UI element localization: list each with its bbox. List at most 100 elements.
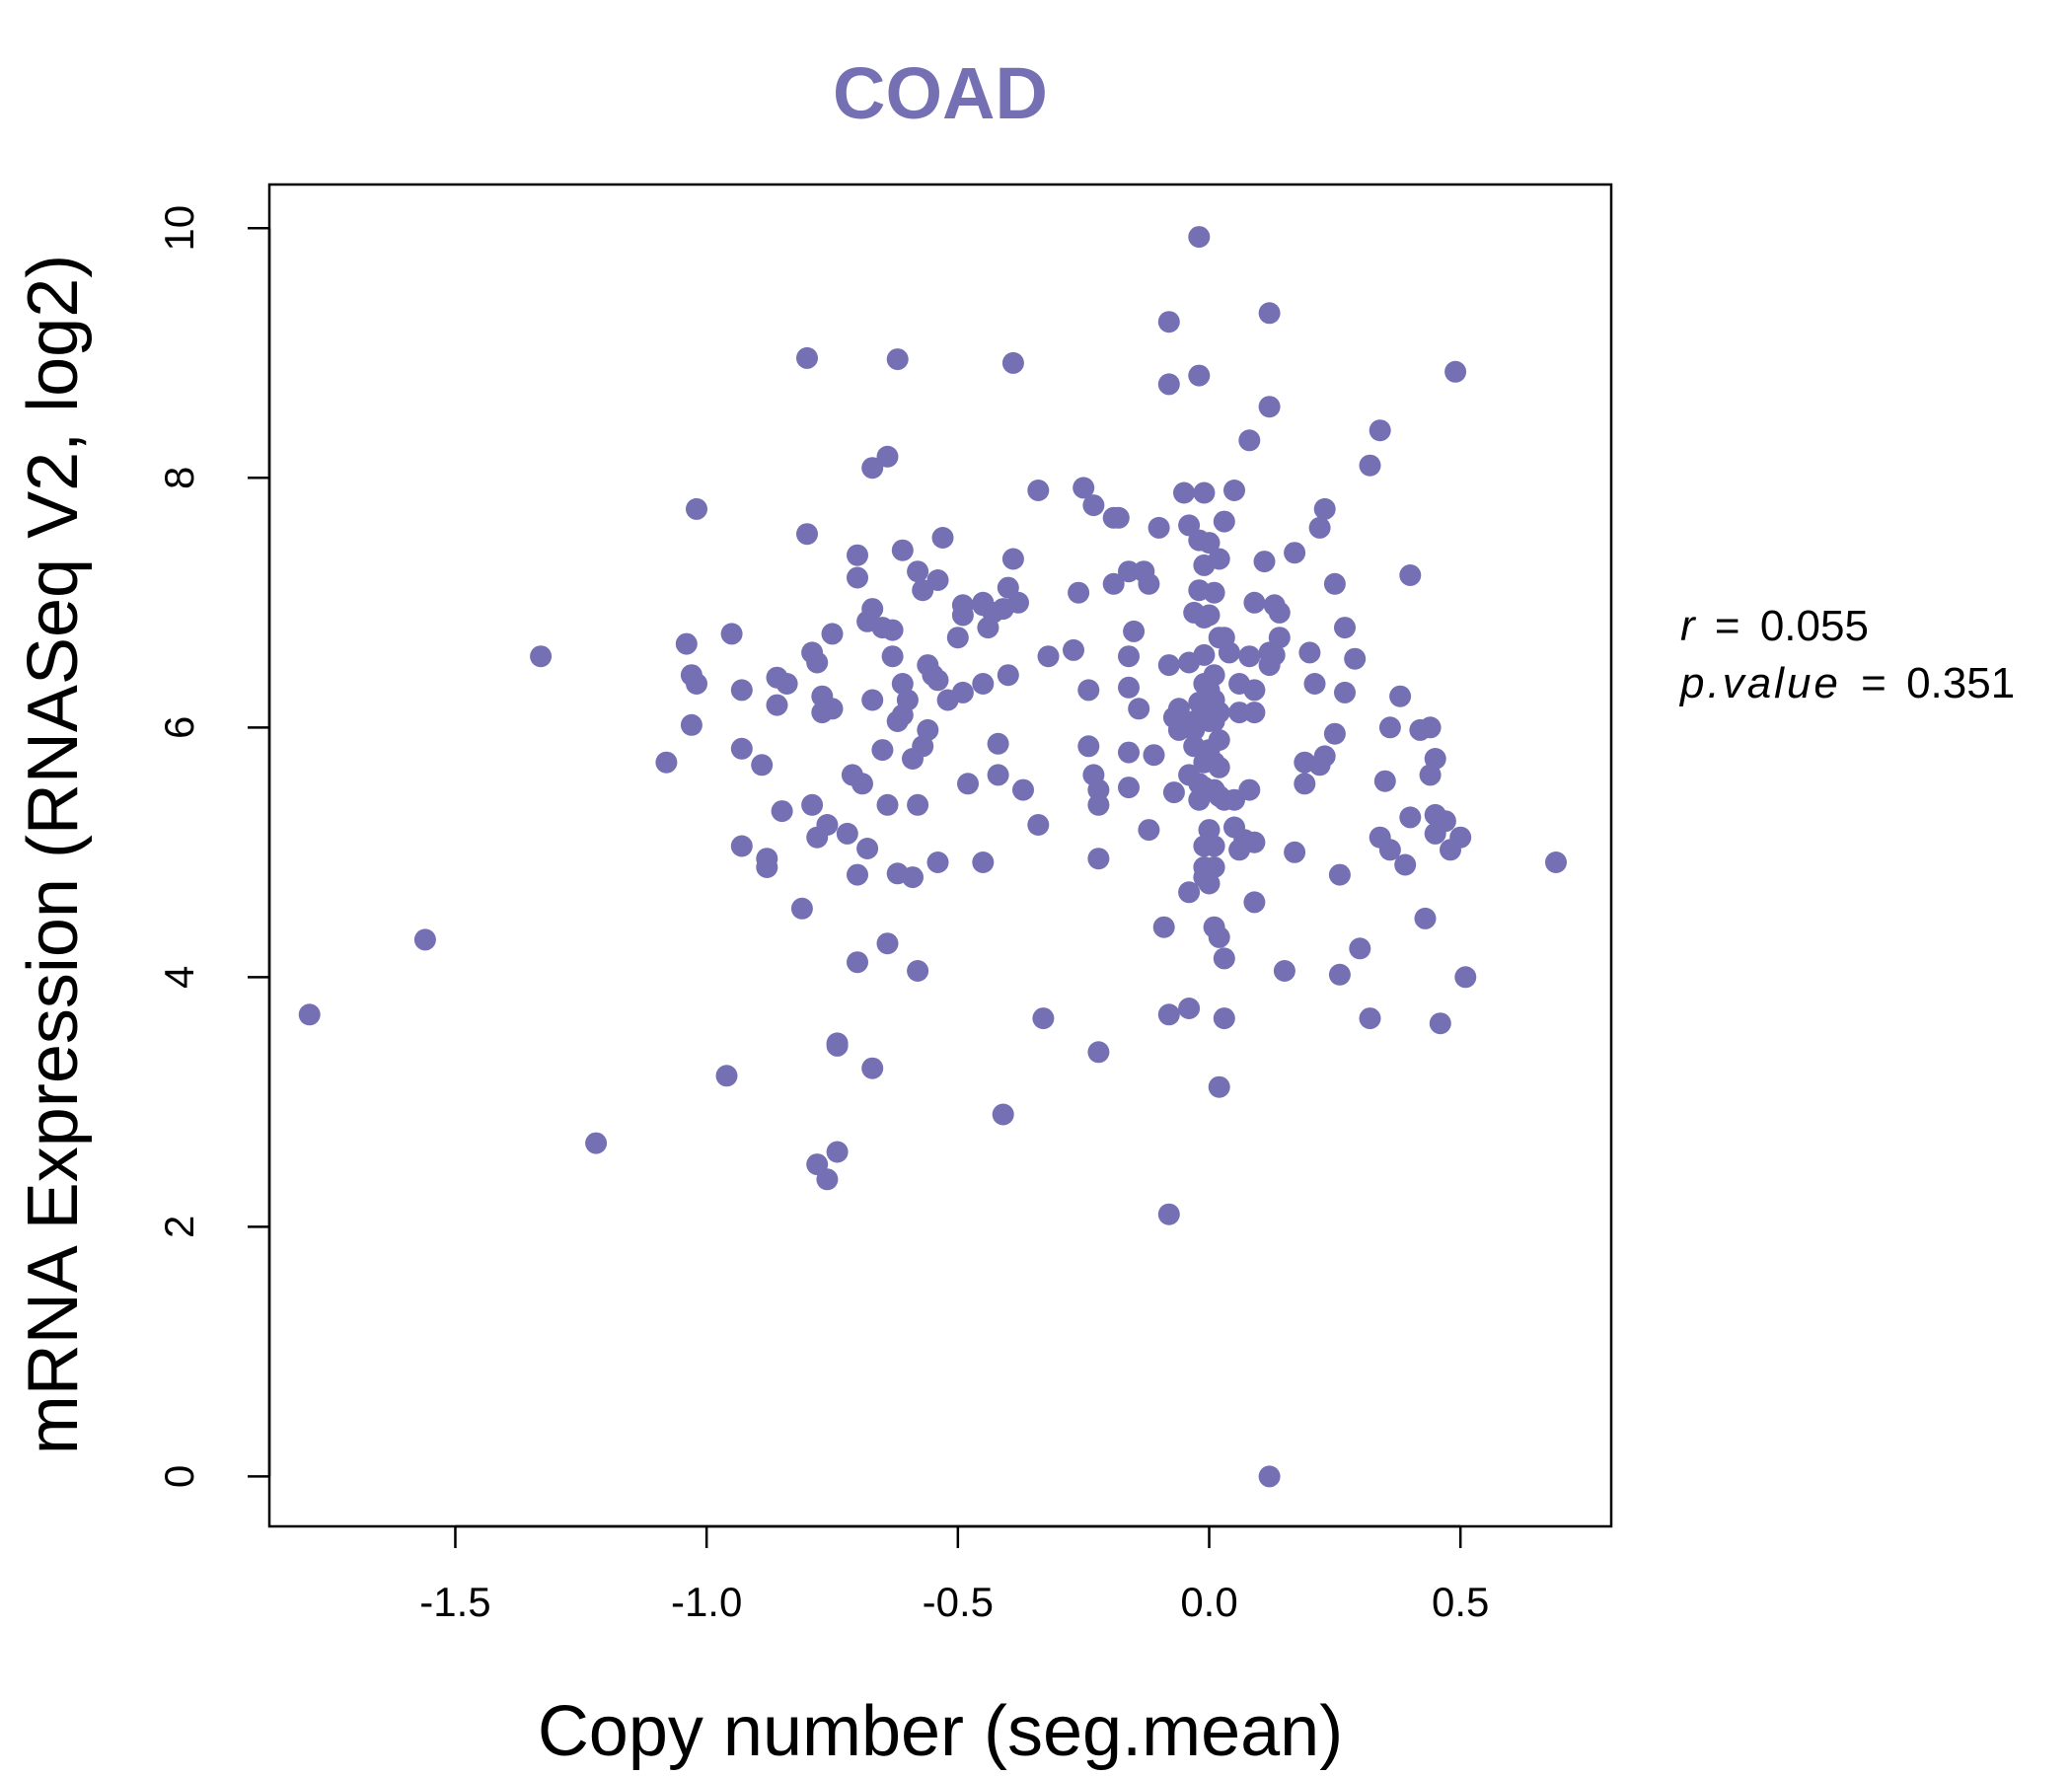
p-value-label: p.value [1678,659,1841,707]
data-point [1107,506,1130,529]
data-point [1378,839,1401,861]
data-point [847,863,868,886]
data-point [1193,643,1216,666]
data-point [886,348,909,371]
x-axis: -1.5 -1.0 -0.5 0.0 0.5 [419,1524,1489,1625]
data-point [957,773,979,795]
data-point [1258,396,1281,418]
data-point [1118,645,1140,668]
data-point [686,673,707,695]
data-point [1037,645,1060,668]
data-point [1253,551,1276,573]
data-point [881,619,904,641]
data-point [1359,1007,1381,1030]
data-point [1419,716,1442,739]
data-point [836,822,858,845]
data-point [675,632,698,655]
data-point [771,800,793,823]
data-point [816,1168,839,1191]
data-point [1273,960,1295,982]
data-point [871,739,894,762]
data-point [1334,681,1356,703]
x-axis-label: Copy number (seg.mean) [538,1692,1343,1771]
data-point [1082,494,1105,517]
p-value-equals: = [1861,659,1887,707]
data-point [1203,664,1225,687]
data-point [1399,806,1422,829]
x-tick-label: 0.5 [1432,1579,1489,1625]
data-point [413,928,436,951]
data-point [1369,419,1391,442]
data-point [1063,638,1084,661]
data-point [1203,835,1225,857]
data-point [1198,872,1221,895]
data-point [926,851,949,873]
data-point [1203,581,1225,604]
data-point [1429,1012,1451,1035]
data-point [826,1141,849,1163]
data-point [907,960,929,982]
data-point [1157,654,1180,677]
data-point [680,713,703,736]
data-point [1087,793,1110,816]
data-point [926,569,949,591]
data-point [1243,591,1266,614]
data-point [951,604,974,627]
data-point [1449,826,1472,849]
data-point [816,814,839,836]
data-point [1349,937,1371,960]
data-point [1298,641,1321,664]
data-point [686,497,707,520]
data-point [1238,429,1261,452]
data-point [1303,673,1326,695]
x-tick-label: 0.0 [1180,1579,1237,1625]
data-point [730,679,753,702]
r-equals: = [1715,602,1740,650]
data-point [1208,702,1230,724]
data-point [1284,841,1306,863]
data-point [1173,481,1195,504]
data-point [1077,735,1100,758]
data-point [1007,591,1029,614]
data-point [1012,778,1034,801]
data-point [891,673,914,695]
data-point [997,664,1019,687]
data-point [1073,477,1095,499]
data-point [1178,998,1201,1019]
data-point [876,445,899,468]
data-point [907,793,929,816]
data-point [1414,907,1437,929]
data-point [756,856,778,878]
data-point [1027,480,1050,501]
data-point [972,673,995,695]
data-point [1268,627,1291,649]
data-point [1143,744,1165,767]
data-point [1243,679,1266,702]
data-point [1118,741,1140,764]
r-stat-line: r = 0.055 [1680,602,1869,650]
data-point [1323,572,1346,595]
data-point [1087,848,1110,870]
y-tick-label: 6 [156,716,202,739]
data-point [861,598,884,621]
data-point [796,523,818,546]
data-point [1087,1041,1110,1064]
data-point [766,694,788,716]
data-point [861,689,884,711]
x-tick-label: -1.5 [419,1579,490,1625]
data-point [891,539,914,561]
data-point [826,1034,849,1057]
y-tick-label: 8 [156,467,202,489]
data-point [851,773,873,795]
data-point [1434,810,1456,833]
data-point [1118,777,1140,799]
data-point [821,623,844,645]
data-point [796,346,818,369]
data-point [720,623,743,645]
x-tick-label: -0.5 [923,1579,994,1625]
data-point [1263,643,1286,666]
data-point [1138,819,1160,842]
data-point [926,669,949,692]
data-point [751,754,774,777]
